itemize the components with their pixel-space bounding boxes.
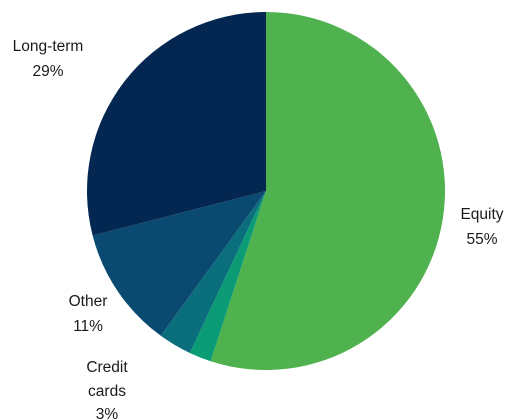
pie-slice-slice-1 — [189, 191, 266, 362]
pie-slice-long-term — [86, 12, 266, 236]
label-other-name: Other — [69, 293, 108, 310]
label-credit-cards-name-1: Credit — [86, 359, 128, 376]
label-equity-name: Equity — [460, 206, 503, 223]
pie-slice-other — [92, 191, 267, 336]
pie-slices — [86, 12, 446, 371]
pie-slice-equity — [210, 12, 446, 371]
label-credit-cards-name-2: cards — [88, 383, 126, 400]
label-equity-value: 55% — [466, 231, 497, 248]
pie-slice-credit-cards — [160, 191, 266, 353]
label-credit-cards-value: 3% — [96, 406, 119, 420]
label-long-term-value: 29% — [32, 63, 63, 80]
label-long-term-name: Long-term — [13, 38, 84, 55]
label-other-value: 11% — [73, 318, 103, 335]
